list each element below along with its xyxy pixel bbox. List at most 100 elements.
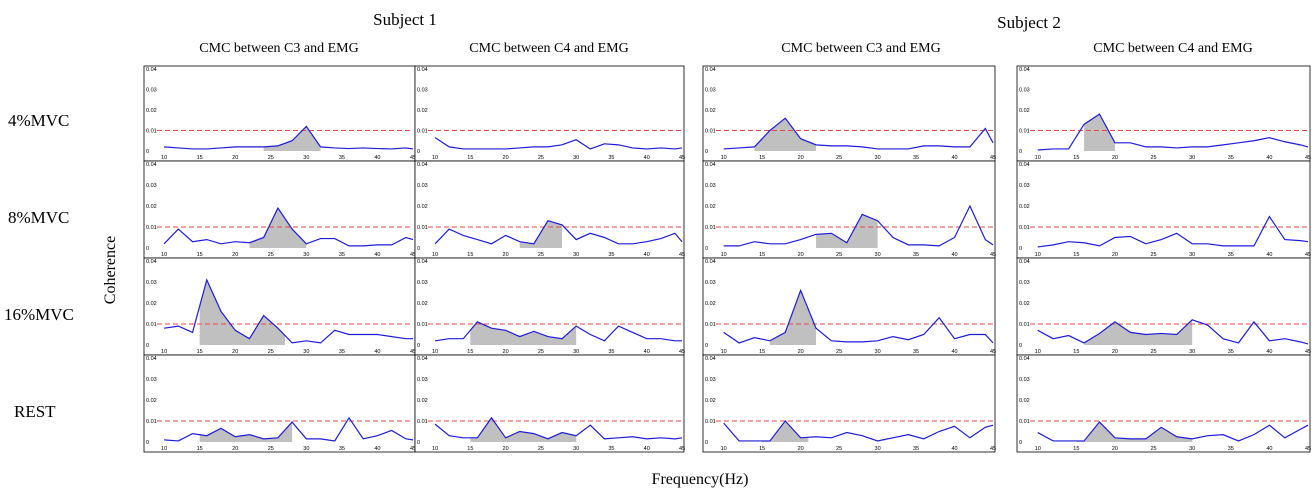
- column-title-s2-c3: CMC between C3 and EMG: [781, 41, 940, 56]
- x-tick-label: 20: [503, 349, 509, 355]
- x-tick-label: 40: [644, 155, 650, 161]
- x-tick-label: 30: [875, 349, 881, 355]
- significant-area: [754, 118, 817, 151]
- x-tick-label: 35: [608, 155, 614, 161]
- coherence-line: [1037, 421, 1309, 442]
- x-tick-label: 20: [1112, 252, 1118, 258]
- x-tick-label: 40: [644, 252, 650, 258]
- panel-r2-c3: 0 0.01 0.02 0.03 0.04 10 15 20 25 30 35 40 45: [1016, 257, 1311, 356]
- x-tick-label: 30: [303, 349, 309, 355]
- x-tick-label: 35: [339, 252, 345, 258]
- significant-area: [1076, 422, 1193, 442]
- x-tick-label: 45: [410, 446, 416, 452]
- panel-r0-c2: 0 0.01 0.02 0.03 0.04 10 15 20 25 30 35 40 45: [702, 65, 996, 162]
- y-axis-label: Coherence: [102, 236, 119, 304]
- coherence-line: [1037, 215, 1309, 248]
- x-tick-label: 20: [232, 252, 238, 258]
- x-tick-label: 45: [679, 155, 685, 161]
- x-tick-label: 30: [573, 155, 579, 161]
- x-tick-label: 25: [538, 252, 544, 258]
- y-tick-label: 0: [146, 149, 149, 155]
- x-tick-label: 30: [303, 252, 309, 258]
- x-tick-label: 30: [573, 349, 579, 355]
- y-tick-label: 0.01: [705, 419, 716, 425]
- panel-r3-c2: 0 0.01 0.02 0.03 0.04 10 15 20 25 30 35 40 45: [702, 354, 996, 453]
- y-tick-label: 0.01: [417, 225, 428, 231]
- panel-r3-c0: 0 0.01 0.02 0.03 0.04 10 15 20 25 30 35 40 45: [143, 354, 416, 453]
- x-tick-label: 25: [836, 252, 842, 258]
- y-tick-label: 0.04: [146, 356, 157, 362]
- x-tick-label: 45: [1305, 349, 1311, 355]
- panel-r2-c2: 0 0.01 0.02 0.03 0.04 10 15 20 25 30 35 40 45: [702, 257, 996, 356]
- y-tick-label: 0.04: [417, 67, 428, 73]
- x-tick-label: 10: [161, 349, 167, 355]
- x-tick-label: 20: [232, 155, 238, 161]
- x-tick-label: 20: [503, 155, 509, 161]
- x-tick-label: 45: [1305, 155, 1311, 161]
- y-tick-label: 0.04: [705, 67, 716, 73]
- column-title-s1-c3: CMC between C3 and EMG: [199, 41, 358, 56]
- y-tick-label: 0.04: [417, 162, 428, 168]
- x-tick-label: 15: [467, 446, 473, 452]
- x-tick-label: 20: [232, 446, 238, 452]
- y-tick-label: 0.03: [417, 377, 428, 383]
- significant-area: [519, 220, 563, 248]
- y-tick-label: 0.02: [1019, 108, 1030, 114]
- x-tick-label: 25: [836, 349, 842, 355]
- y-tick-label: 0.03: [417, 88, 428, 94]
- y-tick-label: 0.04: [705, 259, 716, 265]
- coherence-line: [434, 137, 683, 150]
- row-label-4mvc: 4%MVC: [8, 111, 69, 130]
- significant-area: [769, 290, 817, 345]
- x-tick-label: 30: [875, 252, 881, 258]
- x-tick-label: 10: [432, 446, 438, 452]
- x-tick-label: 20: [232, 349, 238, 355]
- x-tick-label: 30: [573, 446, 579, 452]
- coherence-line: [434, 219, 683, 245]
- panel-frame: [414, 354, 685, 453]
- y-tick-label: 0.03: [146, 88, 157, 94]
- x-tick-label: 10: [721, 446, 727, 452]
- x-tick-label: 45: [410, 349, 416, 355]
- y-tick-label: 0.01: [417, 322, 428, 328]
- x-tick-label: 20: [1112, 349, 1118, 355]
- x-tick-label: 40: [951, 349, 957, 355]
- panel-r3-c3: 0 0.01 0.02 0.03 0.04 10 15 20 25 30 35 40 45: [1016, 354, 1311, 453]
- y-tick-label: 0: [146, 440, 149, 446]
- y-tick-label: 0.04: [705, 356, 716, 362]
- y-tick-label: 0.01: [417, 129, 428, 135]
- significant-area: [816, 214, 878, 248]
- x-tick-label: 15: [197, 252, 203, 258]
- x-tick-label: 15: [759, 155, 765, 161]
- x-tick-label: 45: [990, 155, 996, 161]
- y-tick-label: 0: [705, 149, 708, 155]
- x-tick-label: 10: [161, 155, 167, 161]
- x-tick-label: 40: [374, 446, 380, 452]
- row-label-rest: REST: [14, 402, 56, 421]
- x-tick-label: 25: [538, 349, 544, 355]
- y-tick-label: 0: [1019, 246, 1022, 252]
- y-tick-label: 0.02: [417, 108, 428, 114]
- x-tick-label: 10: [721, 349, 727, 355]
- coherence-line: [164, 278, 413, 344]
- x-tick-label: 45: [679, 349, 685, 355]
- y-tick-label: 0: [417, 149, 420, 155]
- x-tick-label: 40: [644, 349, 650, 355]
- x-tick-label: 25: [1150, 349, 1156, 355]
- x-tick-label: 20: [798, 155, 804, 161]
- x-tick-label: 40: [374, 155, 380, 161]
- y-tick-label: 0.02: [705, 204, 716, 210]
- significant-area: [1084, 319, 1193, 345]
- subject-1-title: Subject 1: [373, 10, 437, 29]
- panel-r3-c1: 0 0.01 0.02 0.03 0.04 10 15 20 25 30 35 40 45: [414, 354, 685, 453]
- panel-frame: [1016, 65, 1311, 162]
- y-tick-label: 0.03: [705, 377, 716, 383]
- x-tick-label: 10: [161, 446, 167, 452]
- x-tick-label: 30: [875, 446, 881, 452]
- x-tick-label: 35: [339, 155, 345, 161]
- y-tick-label: 0: [705, 440, 708, 446]
- x-tick-label: 40: [951, 252, 957, 258]
- x-tick-label: 30: [1189, 252, 1195, 258]
- y-tick-label: 0.02: [146, 398, 157, 404]
